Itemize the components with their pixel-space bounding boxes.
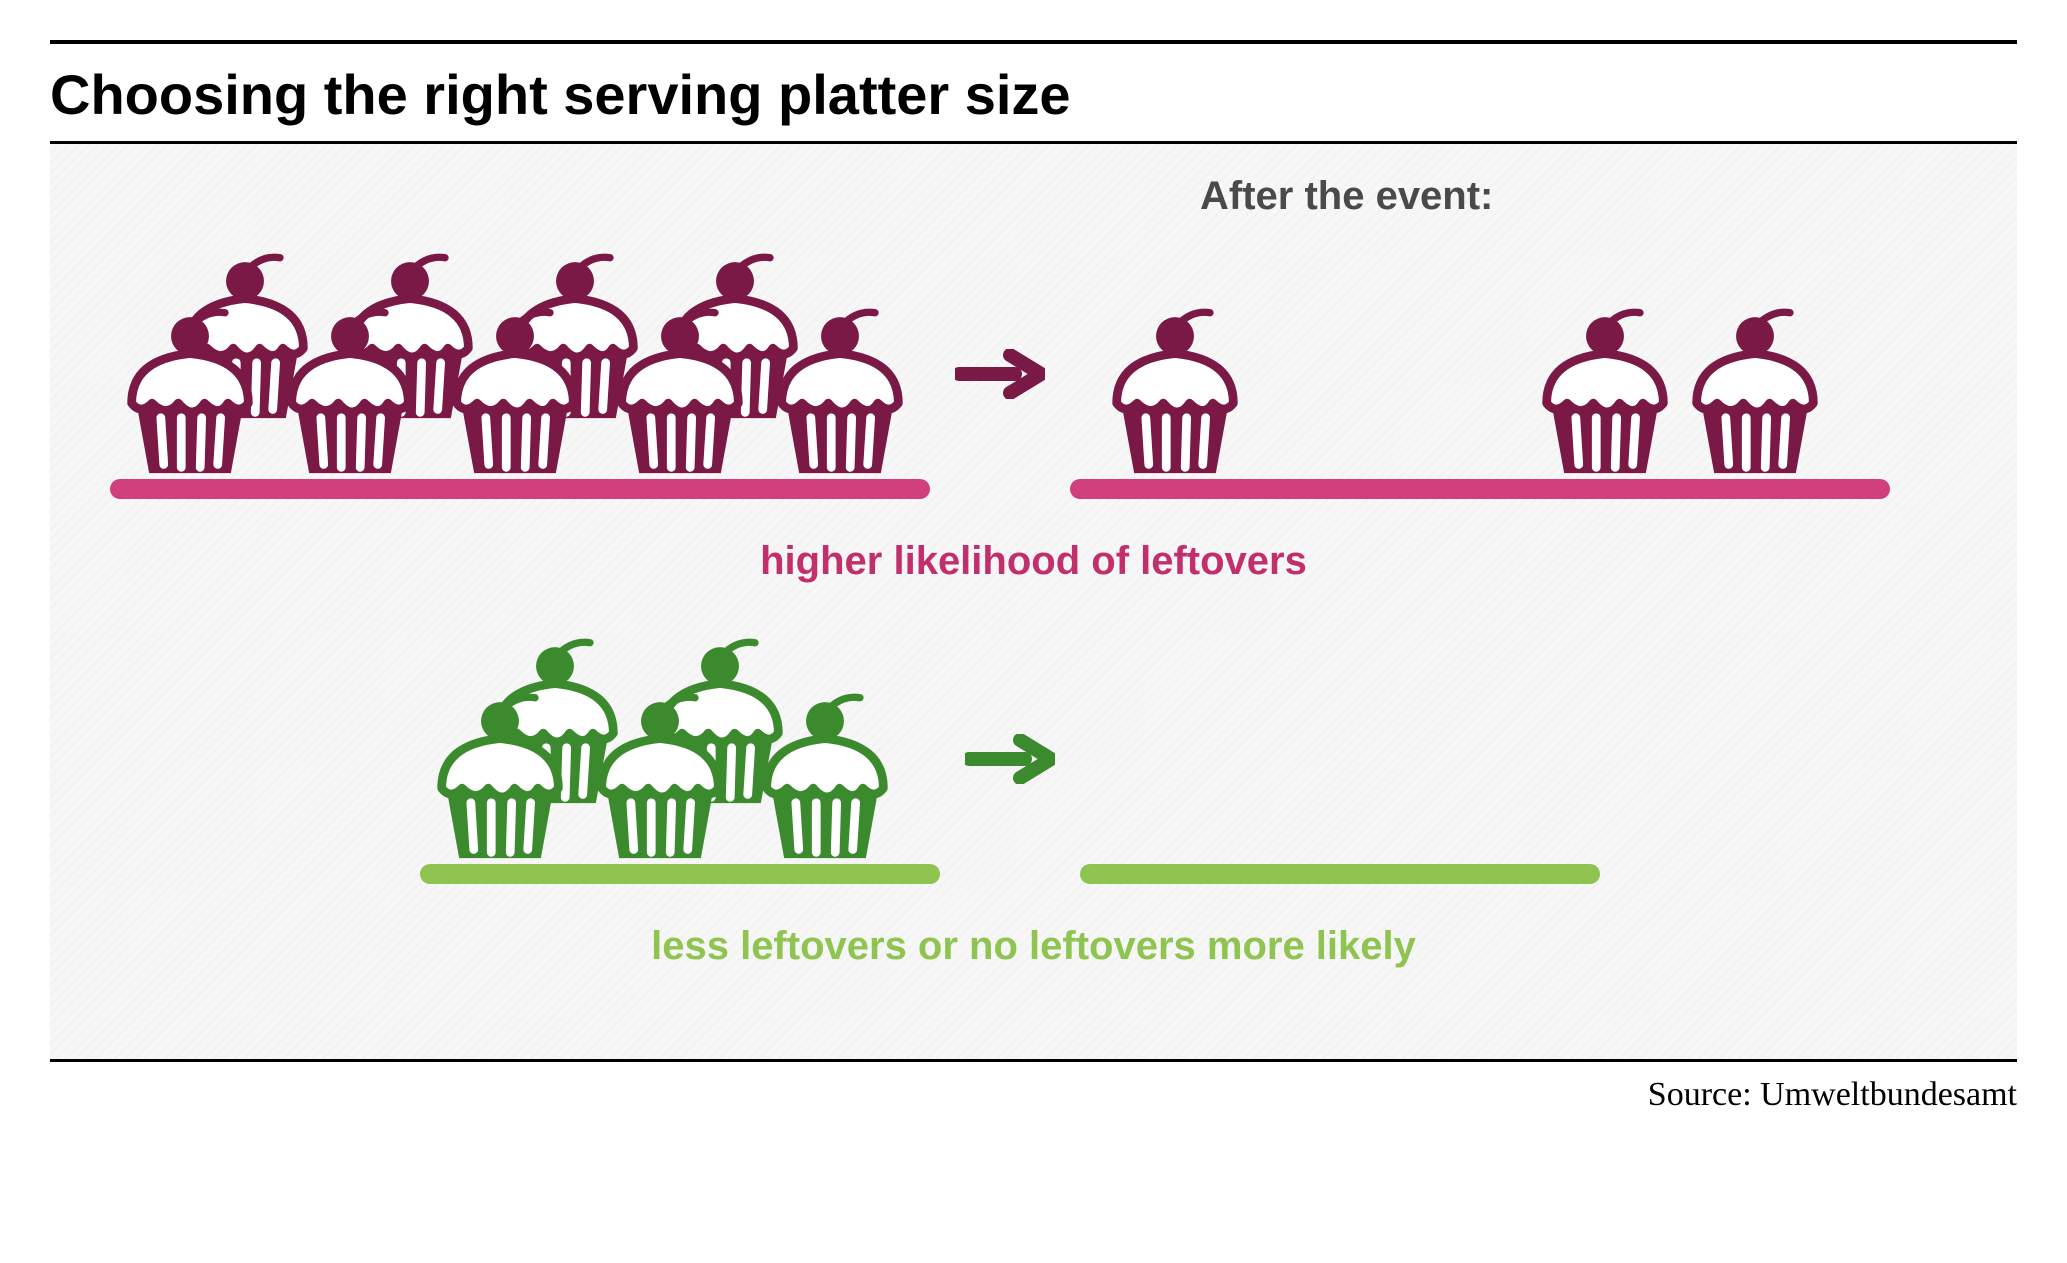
cupcake-icon	[1100, 304, 1250, 479]
large-platter-before	[110, 249, 930, 499]
cupcake-icon	[425, 689, 575, 864]
caption-large: higher likelihood of leftovers	[110, 539, 1957, 584]
cupcake-icon	[440, 304, 590, 479]
top-rule	[50, 40, 2017, 44]
small-platter-before	[420, 634, 940, 884]
platter-bar	[1070, 479, 1890, 499]
cupcake-icon	[585, 689, 735, 864]
platter-bar	[1080, 864, 1600, 884]
arrow-large	[930, 249, 1070, 499]
source-line: Source: Umweltbundesamt	[50, 1076, 2017, 1114]
scenario-large-platter: higher likelihood of leftovers	[110, 249, 1957, 584]
bottom-rule	[50, 1059, 2017, 1062]
platter-bar	[110, 479, 930, 499]
source-prefix: Source:	[1648, 1076, 1760, 1113]
cupcake-icon	[605, 304, 755, 479]
platter-bar	[420, 864, 940, 884]
small-platter-after	[1080, 634, 1600, 884]
scenario-small-platter: less leftovers or no leftovers more like…	[110, 634, 1957, 969]
cupcake-icon	[275, 304, 425, 479]
cupcake-icon	[1530, 304, 1680, 479]
large-platter-after	[1070, 249, 1890, 499]
infographic-panel: After the event:	[50, 144, 2017, 1059]
source-name: Umweltbundesamt	[1760, 1076, 2017, 1113]
cupcake-icon	[750, 689, 900, 864]
cupcake-icon	[115, 304, 265, 479]
arrow-small	[940, 634, 1080, 884]
scenario-large-row	[110, 249, 1957, 499]
page-title: Choosing the right serving platter size	[50, 62, 2017, 127]
scenario-small-row	[110, 634, 1957, 884]
caption-small: less leftovers or no leftovers more like…	[110, 924, 1957, 969]
after-event-label: After the event:	[1200, 174, 1957, 219]
cupcake-icon	[765, 304, 915, 479]
cupcake-icon	[1680, 304, 1830, 479]
